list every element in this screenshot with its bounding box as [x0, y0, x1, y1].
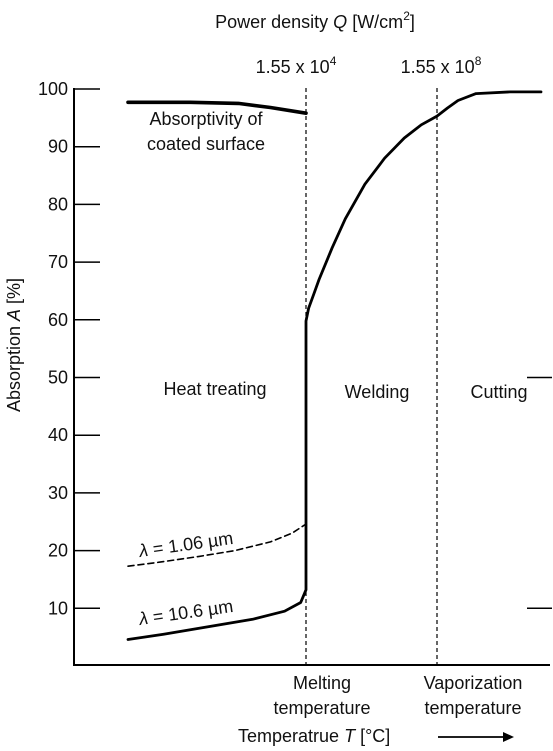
series-lambda_10_6	[126, 90, 543, 641]
coated-label-line2: coated surface	[147, 134, 265, 154]
series-group	[126, 90, 543, 641]
x-axis-title: Temperatrue T [°C]	[238, 726, 390, 746]
melting-temp-line1: Melting	[293, 673, 351, 693]
region-heat-treating: Heat treating	[163, 379, 266, 399]
y-tick-label: 80	[48, 194, 68, 214]
y-tick-label: 10	[48, 598, 68, 618]
region-welding: Welding	[345, 382, 410, 402]
series-coated	[126, 100, 308, 115]
melting-temp-line2: temperature	[273, 698, 370, 718]
right-ticks	[527, 376, 552, 610]
vaporization-temp-line1: Vaporization	[424, 673, 523, 693]
vaporization-temp-line2: temperature	[424, 698, 521, 718]
y-tick-label: 30	[48, 483, 68, 503]
x-axis-arrow-head	[503, 732, 514, 742]
y-tick-label: 50	[48, 368, 68, 388]
top-mark-melting: 1.55 x 104	[256, 54, 337, 77]
y-tick-label: 20	[48, 541, 68, 561]
coated-label-line1: Absorptivity of	[149, 109, 263, 129]
y-tick-label: 60	[48, 310, 68, 330]
series-lambda_1_06	[127, 523, 307, 567]
y-tick-label: 100	[38, 79, 68, 99]
top-axis-title: Power density Q [W/cm2]	[215, 9, 415, 32]
region-cutting: Cutting	[470, 382, 527, 402]
y-tick-label: 70	[48, 252, 68, 272]
y-tick-label: 90	[48, 137, 68, 157]
top-mark-vaporization: 1.55 x 108	[401, 54, 482, 77]
lambda-1-06-label: λ = 1.06 µm	[137, 528, 235, 561]
y-ticks: 10 20 30 40 50 60 70 80 90 100	[38, 79, 100, 618]
y-tick-label: 40	[48, 425, 68, 445]
y-axis-title: Absorption A [%]	[4, 278, 24, 412]
